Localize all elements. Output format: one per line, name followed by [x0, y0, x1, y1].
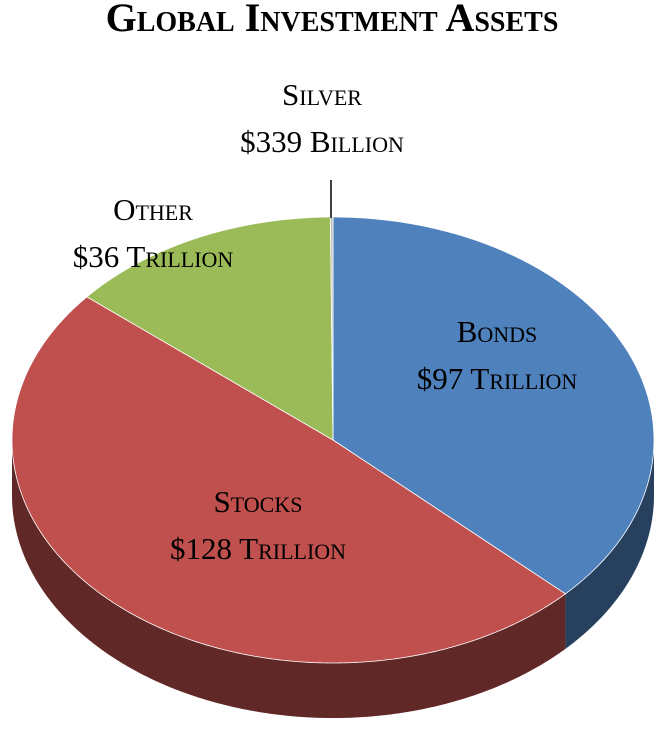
- chart-title: Global Investment Assets: [106, 0, 559, 40]
- slice-value-label: $36 Trillion: [73, 239, 234, 274]
- pie-slice: [11, 296, 567, 664]
- slice-label: Other: [113, 192, 193, 227]
- pie-side-shade: [565, 440, 654, 649]
- slice-value-label: $128 Trillion: [170, 531, 346, 566]
- slice-value-label: $97 Trillion: [417, 361, 578, 396]
- slice-label: Stocks: [214, 484, 303, 519]
- pie-sides: [12, 440, 654, 718]
- slice-label: Silver: [282, 77, 362, 112]
- pie-side-shade: [12, 440, 566, 718]
- pie-tops: [11, 216, 655, 664]
- labels: Bonds $97 Trillion Stocks $128 Trillion Othe…: [73, 77, 578, 566]
- pie-slice: [332, 216, 655, 595]
- pie-slice: [86, 216, 334, 441]
- slice-label: Bonds: [457, 314, 538, 349]
- slice-value-label: $339 Billion: [240, 124, 404, 159]
